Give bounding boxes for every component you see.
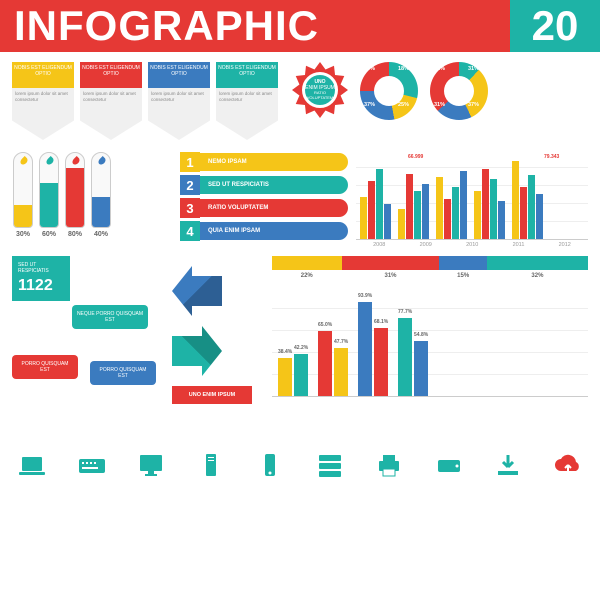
- mid-col: UNO ENIM IPSUM: [172, 256, 272, 435]
- segmented-bar: [272, 256, 588, 270]
- bar-group: [512, 161, 543, 239]
- numbered-row: 2SED UT RESPICIATIS: [180, 175, 348, 195]
- info-value: 1122: [18, 277, 64, 295]
- phone-icon: [250, 449, 290, 481]
- tube: 80%: [64, 152, 86, 238]
- bar-pair: 38.4%42.2%: [278, 354, 308, 396]
- row-2: 30%60%80%40% 1NEMO IPSAM 2SED UT RESPICIA…: [0, 140, 600, 248]
- donut-chart: 29%18%25%37%: [360, 62, 418, 120]
- tube: 40%: [90, 152, 112, 238]
- section-3: SED UT RESPICIATIS 1122 NEQUE PORRO QUIS…: [0, 256, 600, 435]
- origami-arrow-right: [172, 326, 222, 376]
- info-box: SED UT RESPICIATIS 1122: [12, 256, 70, 301]
- hdd-icon: [429, 449, 469, 481]
- title: INFOGRAPHIC: [0, 0, 510, 52]
- keyboard-icon: [72, 449, 112, 481]
- speech-bubbles: NEQUE PORRO QUISQUAM EST PORRO QUISQUAM E…: [12, 305, 172, 435]
- numbered-row: 4QUIA ENIM IPSAM: [180, 221, 348, 241]
- grouped-bar-chart: 66.99979.343 20082009201020112012: [356, 152, 588, 248]
- right-col: 22%31%15%32% 38.4%42.2% 65.0%47.7% 93.9%68…: [272, 256, 588, 435]
- numbered-row: 1NEMO IPSAM: [180, 152, 348, 172]
- laptop-icon: [12, 449, 52, 481]
- starburst-badge: UNOENIM IPSUMRATIO VOLUPTATEM: [292, 62, 348, 118]
- shields-row: NOBIS EST ELIGENDUM OPTIOlorem ipsum dol…: [0, 62, 600, 140]
- header: INFOGRAPHIC 20: [0, 0, 600, 52]
- numbered-list: 1NEMO IPSAM 2SED UT RESPICIATIS 3RATIO VOL…: [180, 152, 348, 241]
- bar-group: [436, 171, 467, 239]
- bar-group: [474, 169, 505, 239]
- desktop-icon: [131, 449, 171, 481]
- shield: NOBIS EST ELIGENDUM OPTIOlorem ipsum dol…: [148, 62, 210, 140]
- ribbon: UNO ENIM IPSUM: [172, 386, 252, 404]
- numbered-row: 3RATIO VOLUPTATEM: [180, 198, 348, 218]
- bar-pair: 65.0%47.7%: [318, 331, 348, 396]
- shield: NOBIS EST ELIGENDUM OPTIOlorem ipsum dol…: [216, 62, 278, 140]
- segment: [487, 256, 588, 270]
- tube: 60%: [38, 152, 60, 238]
- speech-bubble: PORRO QUISQUAM EST: [90, 361, 156, 385]
- bar-pair: 93.9%68.1%: [358, 302, 388, 396]
- left-col: SED UT RESPICIATIS 1122 NEQUE PORRO QUIS…: [12, 256, 172, 435]
- tube: 30%: [12, 152, 34, 238]
- download-icon: [488, 449, 528, 481]
- printer-icon: [369, 449, 409, 481]
- bar-pair: 77.7%54.8%: [398, 318, 428, 396]
- server-icon: [310, 449, 350, 481]
- paired-bar-chart: 38.4%42.2% 65.0%47.7% 93.9%68.1% 77.7%54.8%: [272, 289, 588, 397]
- shield: NOBIS EST ELIGENDUM OPTIOlorem ipsum dol…: [12, 62, 74, 140]
- segment: [342, 256, 440, 270]
- speech-bubble: NEQUE PORRO QUISQUAM EST: [72, 305, 148, 329]
- segment: [439, 256, 486, 270]
- bar-group: [360, 169, 391, 239]
- info-title: SED UT RESPICIATIS: [18, 262, 64, 274]
- origami-arrow-left: [172, 266, 222, 316]
- tubes: 30%60%80%40%: [12, 152, 172, 238]
- segmented-labels: 22%31%15%32%: [272, 273, 588, 279]
- title-number: 20: [510, 0, 600, 52]
- donut-chart: 12%31%37%31%: [430, 62, 488, 120]
- icon-row: [0, 441, 600, 489]
- cloud-up-icon: [548, 449, 588, 481]
- tower-icon: [191, 449, 231, 481]
- shield: NOBIS EST ELIGENDUM OPTIOlorem ipsum dol…: [80, 62, 142, 140]
- speech-bubble: PORRO QUISQUAM EST: [12, 355, 78, 379]
- segment: [272, 256, 342, 270]
- bar-group: [398, 174, 429, 239]
